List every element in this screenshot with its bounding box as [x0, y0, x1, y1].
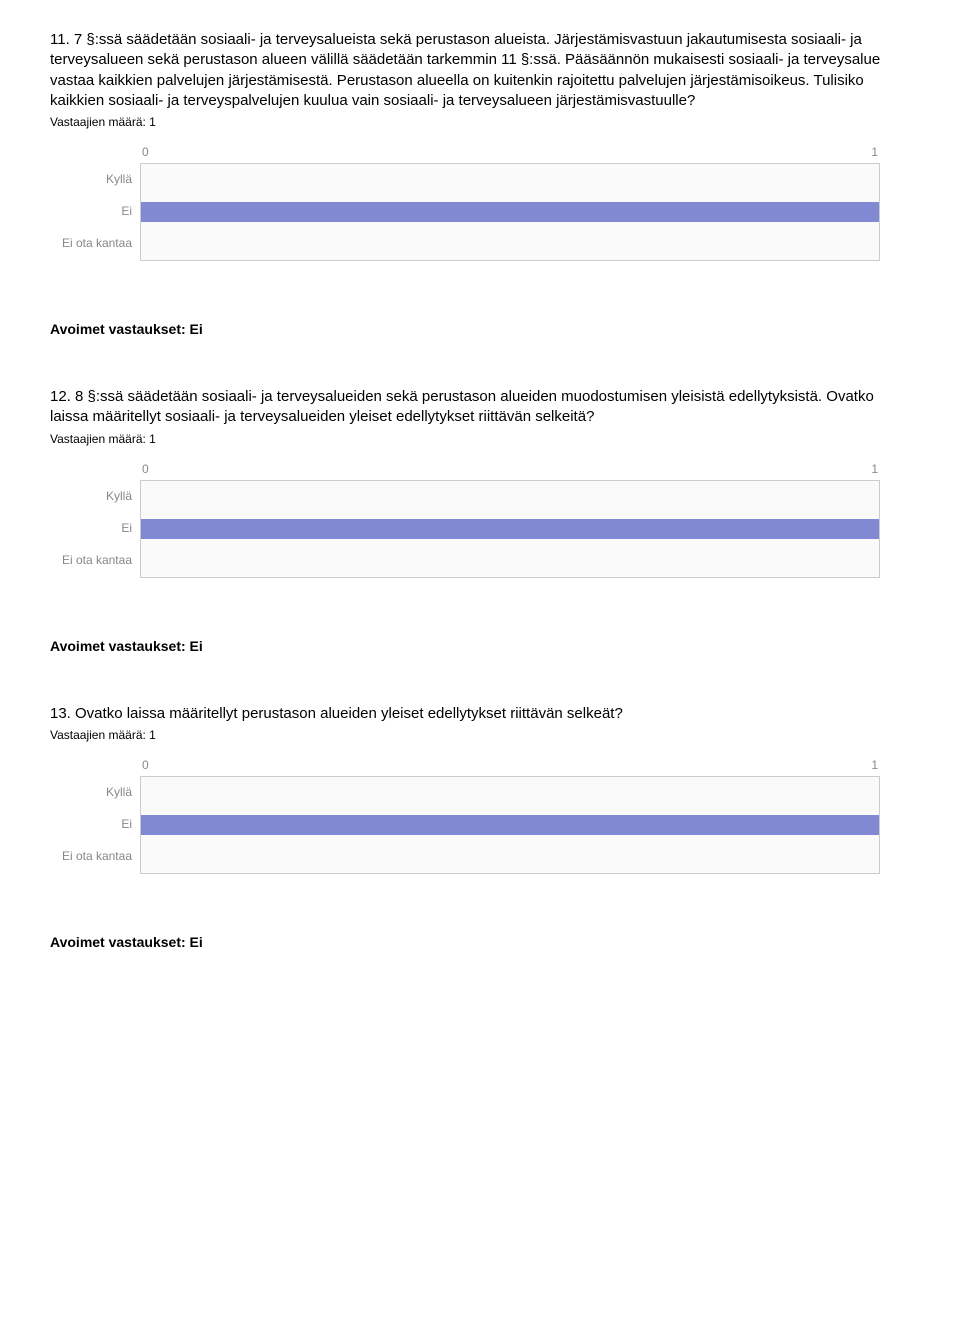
- chart-category-label: Ei: [50, 808, 132, 840]
- question-block: 12. 8 §:ssä säädetään sosiaali- ja terve…: [50, 387, 910, 654]
- chart-bar-row: [141, 228, 879, 260]
- bar-chart: KylläEiEi ota kantaa01: [50, 145, 910, 261]
- respondents-count: Vastaajien määrä: 1: [50, 115, 910, 129]
- chart-bar-row: [141, 513, 879, 545]
- question-text: 11. 7 §:ssä säädetään sosiaali- ja terve…: [50, 30, 910, 111]
- chart-category-label: Ei ota kantaa: [50, 840, 132, 872]
- chart-scale-tick: 0: [142, 462, 149, 476]
- chart-scale-tick: 0: [142, 758, 149, 772]
- chart-scale-tick: 0: [142, 145, 149, 159]
- chart-bar: [141, 202, 879, 222]
- chart-category-label: Ei ota kantaa: [50, 544, 132, 576]
- open-answers-label: Avoimet vastaukset: Ei: [50, 321, 910, 337]
- chart-bar-row: [141, 164, 879, 196]
- respondents-count: Vastaajien määrä: 1: [50, 432, 910, 446]
- question-text: 13. Ovatko laissa määritellyt perustason…: [50, 704, 910, 724]
- chart-category-label: Kyllä: [50, 480, 132, 512]
- chart-bar-row: [141, 777, 879, 809]
- bar-chart: KylläEiEi ota kantaa01: [50, 758, 910, 874]
- chart-bar-row: [141, 481, 879, 513]
- chart-bar: [141, 519, 879, 539]
- chart-scale: 01: [140, 462, 880, 480]
- question-block: 13. Ovatko laissa määritellyt perustason…: [50, 704, 910, 950]
- chart-scale: 01: [140, 145, 880, 163]
- chart-scale-tick: 1: [871, 145, 878, 159]
- question-block: 11. 7 §:ssä säädetään sosiaali- ja terve…: [50, 30, 910, 337]
- chart-bar-row: [141, 545, 879, 577]
- chart-category-label: Ei: [50, 512, 132, 544]
- chart-bar: [141, 815, 879, 835]
- chart-category-label: Kyllä: [50, 776, 132, 808]
- chart-plot-area: [140, 163, 880, 261]
- chart-category-label: Ei ota kantaa: [50, 227, 132, 259]
- chart-plot-area: [140, 480, 880, 578]
- chart-bar-row: [141, 809, 879, 841]
- chart-plot-area: [140, 776, 880, 874]
- open-answers-label: Avoimet vastaukset: Ei: [50, 638, 910, 654]
- chart-scale-tick: 1: [871, 462, 878, 476]
- respondents-count: Vastaajien määrä: 1: [50, 728, 910, 742]
- chart-scale-tick: 1: [871, 758, 878, 772]
- question-text: 12. 8 §:ssä säädetään sosiaali- ja terve…: [50, 387, 910, 428]
- chart-bar-row: [141, 196, 879, 228]
- chart-bar-row: [141, 841, 879, 873]
- open-answers-label: Avoimet vastaukset: Ei: [50, 934, 910, 950]
- chart-category-label: Kyllä: [50, 163, 132, 195]
- chart-scale: 01: [140, 758, 880, 776]
- bar-chart: KylläEiEi ota kantaa01: [50, 462, 910, 578]
- chart-category-label: Ei: [50, 195, 132, 227]
